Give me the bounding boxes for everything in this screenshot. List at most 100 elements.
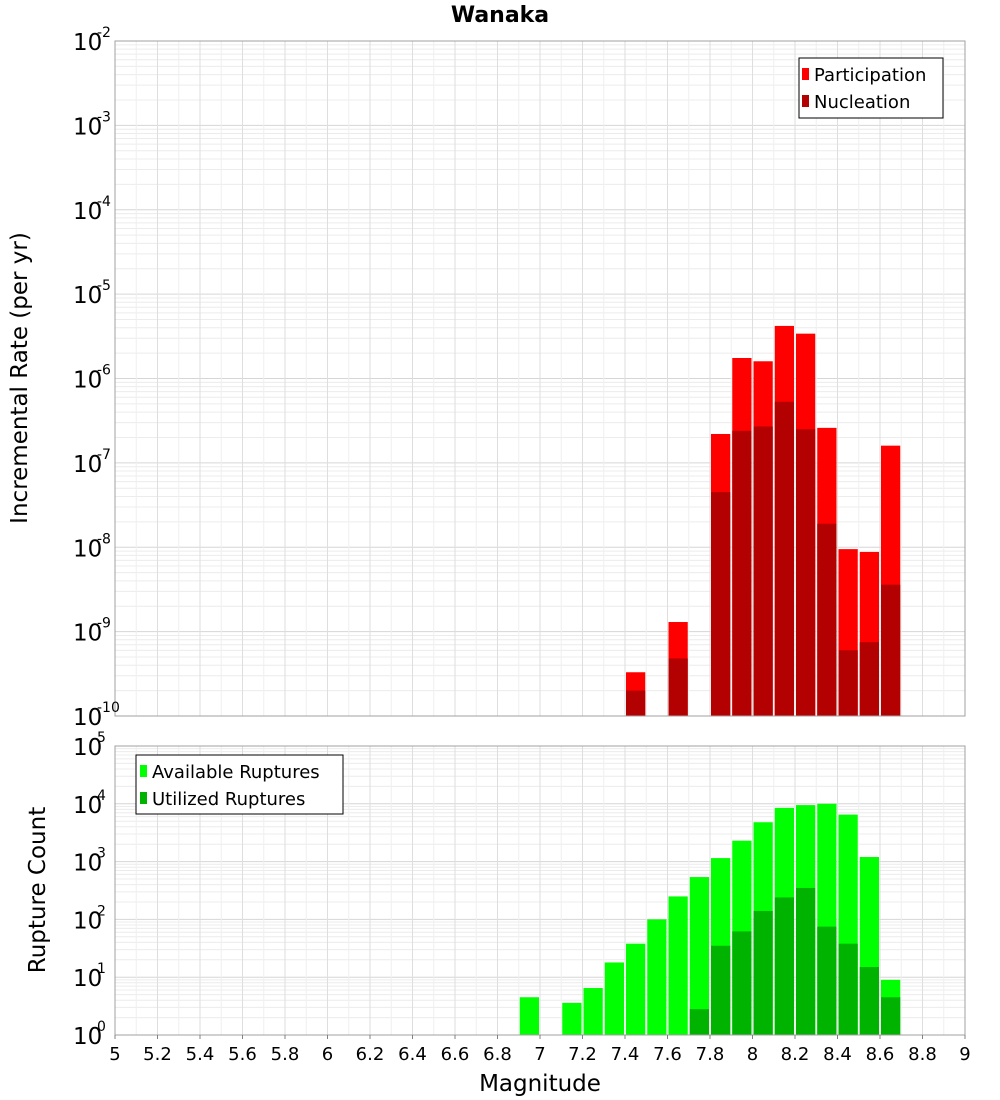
y-tick-exponent: -6 [97,363,111,379]
legend-swatch [140,792,147,804]
x-tick-label: 8.6 [866,1044,895,1065]
y-tick-label: 10 [73,621,102,647]
bar [774,401,794,716]
y-axis-title-rate: Incremental Rate (per yr) [7,232,33,524]
y-tick-label: 10 [73,966,102,992]
bar [774,897,794,1035]
x-tick-label: 6 [322,1044,333,1065]
bar [753,426,773,716]
y-tick-exponent: -7 [97,447,111,463]
bar [859,642,879,716]
x-tick-label: 8.2 [781,1044,810,1065]
y-tick-exponent: 2 [97,903,106,919]
x-tick-label: 7.6 [653,1044,682,1065]
x-tick-label: 6.6 [441,1044,470,1065]
legend-label: Utilized Ruptures [152,789,305,810]
legend-box [135,754,344,815]
legend-box [798,57,944,119]
bar [647,919,667,1035]
x-tick-label: 5.2 [143,1044,172,1065]
participation-panel: 10-210-310-410-510-610-710-810-910-10Par… [73,25,966,731]
legend-label: Nucleation [814,92,910,113]
bar [881,997,901,1035]
bar [881,584,901,716]
bar [796,429,816,716]
legend: Available Ruptures Utilized Ruptures [135,754,344,815]
y-tick-label: 10 [73,368,102,394]
x-tick-label: 6.4 [398,1044,427,1065]
bar [838,943,858,1035]
x-tick-label: 6.2 [356,1044,385,1065]
bar [626,690,646,716]
y-tick-exponent: 1 [97,961,106,977]
y-tick-label: 10 [73,793,102,819]
x-tick-label: 8 [747,1044,758,1065]
y-tick-exponent: 0 [97,1019,106,1035]
bar [817,523,837,716]
y-tick-exponent: -5 [97,278,111,294]
x-tick-label: 7.8 [696,1044,725,1065]
y-tick-exponent: 3 [97,846,106,862]
y-tick-label: 10 [73,283,102,309]
legend-swatch [802,68,809,80]
bar [732,931,752,1035]
y-tick-label: 10 [73,30,102,56]
bar [711,945,731,1035]
y-tick-label: 10 [73,199,102,225]
legend-label: Available Ruptures [152,762,320,783]
y-tick-exponent: -8 [97,531,111,547]
y-tick-exponent: -2 [97,25,111,41]
y-tick-label: 10 [73,452,102,478]
bar [838,650,858,716]
bar [859,967,879,1035]
y-tick-label: 10 [73,851,102,877]
legend-swatch [140,765,147,777]
x-tick-label: 5.6 [228,1044,257,1065]
bar [732,430,752,716]
y-tick-exponent: -10 [97,700,120,716]
x-tick-label: 5.8 [271,1044,300,1065]
x-tick-label: 8.4 [823,1044,852,1065]
y-tick-label: 10 [73,536,102,562]
y-tick-exponent: -9 [97,616,111,632]
x-tick-label: 7.2 [568,1044,597,1065]
x-tick-label: 8.8 [908,1044,937,1065]
legend-swatch [802,95,809,107]
x-tick-label: 7 [534,1044,545,1065]
legend-label: Participation [814,65,926,86]
bar [626,943,646,1035]
x-tick-label: 5 [109,1044,120,1065]
chart-title: Wanaka [451,3,549,28]
bar [604,962,624,1035]
bar [689,1009,709,1035]
bar [753,910,773,1035]
bar [668,658,688,716]
bar [817,926,837,1035]
y-axis-title-count: Rupture Count [25,807,51,973]
bar [562,1002,582,1035]
x-tick-label: 9 [959,1044,970,1065]
bar [689,877,709,1035]
x-tick-label: 6.8 [483,1044,512,1065]
plot-frame [114,40,966,717]
bar [711,492,731,716]
y-tick-exponent: 5 [97,730,106,746]
bar [519,997,539,1035]
y-tick-exponent: 4 [97,788,106,804]
y-tick-exponent: -4 [97,194,111,210]
legend: Participation Nucleation [798,57,944,119]
y-tick-label: 10 [73,114,102,140]
x-tick-label: 7.4 [611,1044,640,1065]
bar [583,988,603,1035]
y-tick-exponent: -3 [97,109,111,125]
y-tick-label: 10 [73,735,102,761]
x-tick-label: 5.4 [186,1044,215,1065]
bar [796,887,816,1035]
x-axis-title: Magnitude [479,1071,601,1097]
y-tick-label: 10 [73,908,102,934]
y-tick-label: 10 [73,1024,102,1050]
y-tick-label: 10 [73,705,102,731]
bar [668,896,688,1035]
